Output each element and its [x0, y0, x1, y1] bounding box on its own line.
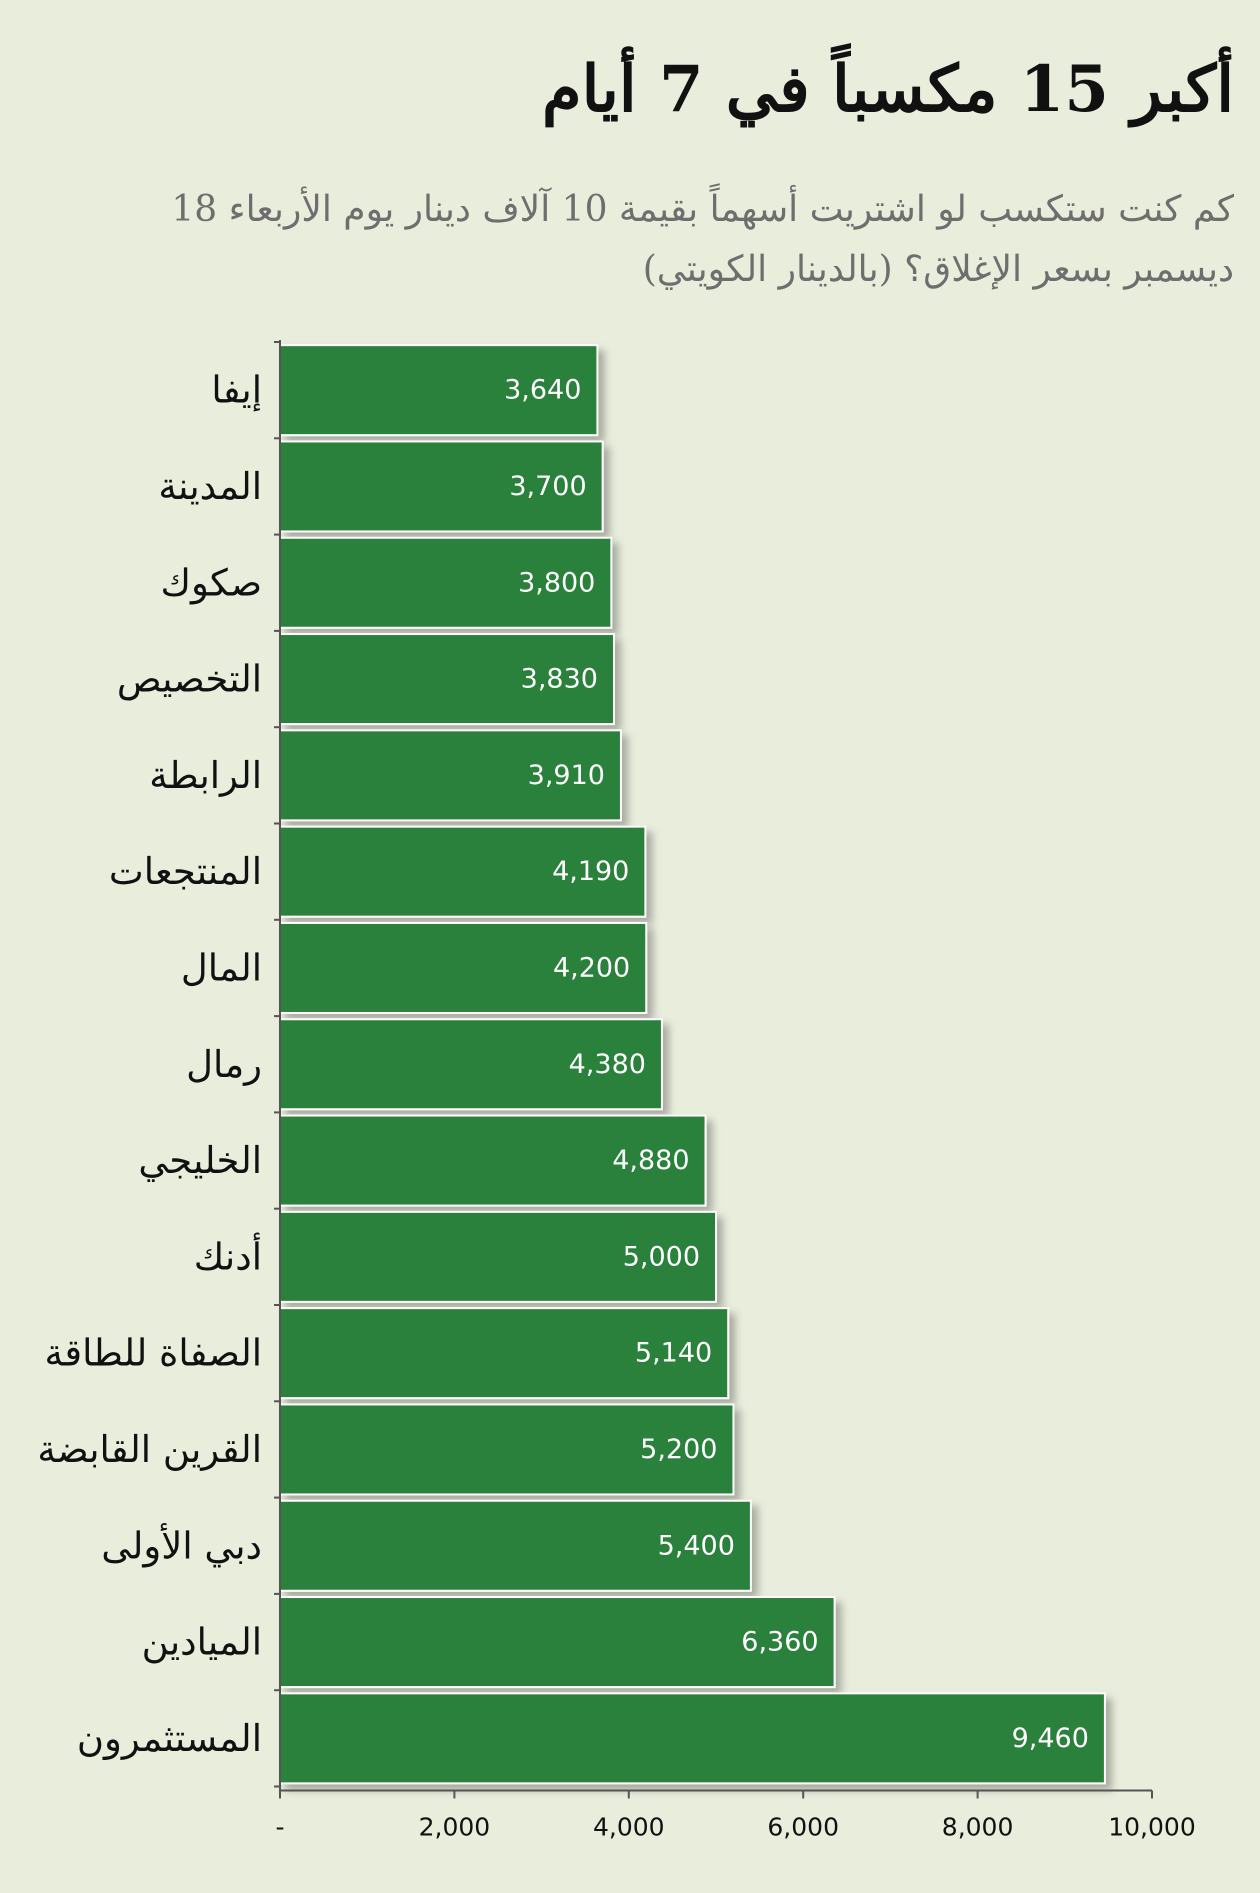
bar-8: [279, 1114, 707, 1207]
bar-value-label: 3,830: [521, 664, 598, 695]
bar-value-label: 3,910: [528, 760, 605, 791]
x-tick-label: 6,000: [767, 1813, 839, 1842]
bar-13: [279, 1596, 836, 1689]
category-label: المدينة: [158, 465, 262, 508]
x-tick-label: 10,000: [1108, 1813, 1195, 1842]
x-tick-label: 4,000: [593, 1813, 665, 1842]
bar-value-label: 4,380: [569, 1049, 646, 1080]
x-tick-label: 8,000: [942, 1813, 1014, 1842]
x-tick-label: 2,000: [419, 1813, 491, 1842]
category-label: رمال: [186, 1043, 262, 1087]
bar-value-label: 9,460: [1012, 1723, 1089, 1754]
category-label: الصفاة للطاقة: [45, 1332, 262, 1375]
bar-value-label: 4,200: [553, 952, 630, 983]
bar-10: [279, 1307, 730, 1400]
chart-subtitle: كم كنت ستكسب لو اشتريت أسهماً بقيمة 10 آ…: [171, 189, 1234, 290]
category-label: دبي الأولى: [101, 1523, 262, 1568]
category-label: القرين القابضة: [37, 1428, 262, 1472]
category-label: المستثمرون: [77, 1717, 262, 1761]
bars-group: [279, 344, 1106, 1785]
bar-value-label: 3,640: [504, 375, 581, 406]
bar-9: [279, 1210, 717, 1303]
axes-group: [274, 340, 1153, 1799]
bar-5: [279, 825, 647, 918]
bar-2: [279, 536, 613, 629]
bar-6: [279, 921, 648, 1014]
bar-value-label: 3,800: [518, 567, 595, 598]
category-label: الرابطة: [149, 754, 262, 798]
bar-value-label: 5,200: [640, 1434, 717, 1465]
bar-7: [279, 1018, 663, 1111]
bar-14: [279, 1692, 1106, 1785]
bar-value-label: 5,400: [658, 1530, 735, 1561]
bar-value-label: 6,360: [741, 1627, 818, 1658]
category-label: الميادين: [142, 1621, 262, 1665]
bar-11: [279, 1403, 735, 1496]
bar-value-label: 5,000: [623, 1241, 700, 1272]
category-label: أدنك: [194, 1232, 262, 1278]
bar-value-label: 5,140: [635, 1338, 712, 1369]
bar-value-label: 4,190: [552, 856, 629, 887]
bar-0: [279, 344, 599, 437]
bar-1: [279, 440, 604, 533]
category-label: إيفا: [211, 369, 262, 412]
category-label: الخليجي: [138, 1139, 262, 1182]
category-label: المنتجعات: [109, 850, 262, 893]
chart-title: أكبر 15 مكسباً في 7 أيام: [541, 52, 1234, 127]
bar-3: [279, 633, 615, 726]
x-tick-label: -: [275, 1813, 284, 1842]
category-label: المال: [181, 946, 262, 989]
bar-12: [279, 1499, 752, 1592]
category-label: التخصيص: [117, 658, 262, 702]
labels-group: 3,640 إيفا 3,700 المدينة 3,800 صكوك 3,830 التخص…: [37, 369, 1195, 1842]
bar-value-label: 4,880: [612, 1145, 689, 1176]
category-label: صكوك: [161, 561, 262, 605]
bar-value-label: 3,700: [509, 471, 586, 502]
